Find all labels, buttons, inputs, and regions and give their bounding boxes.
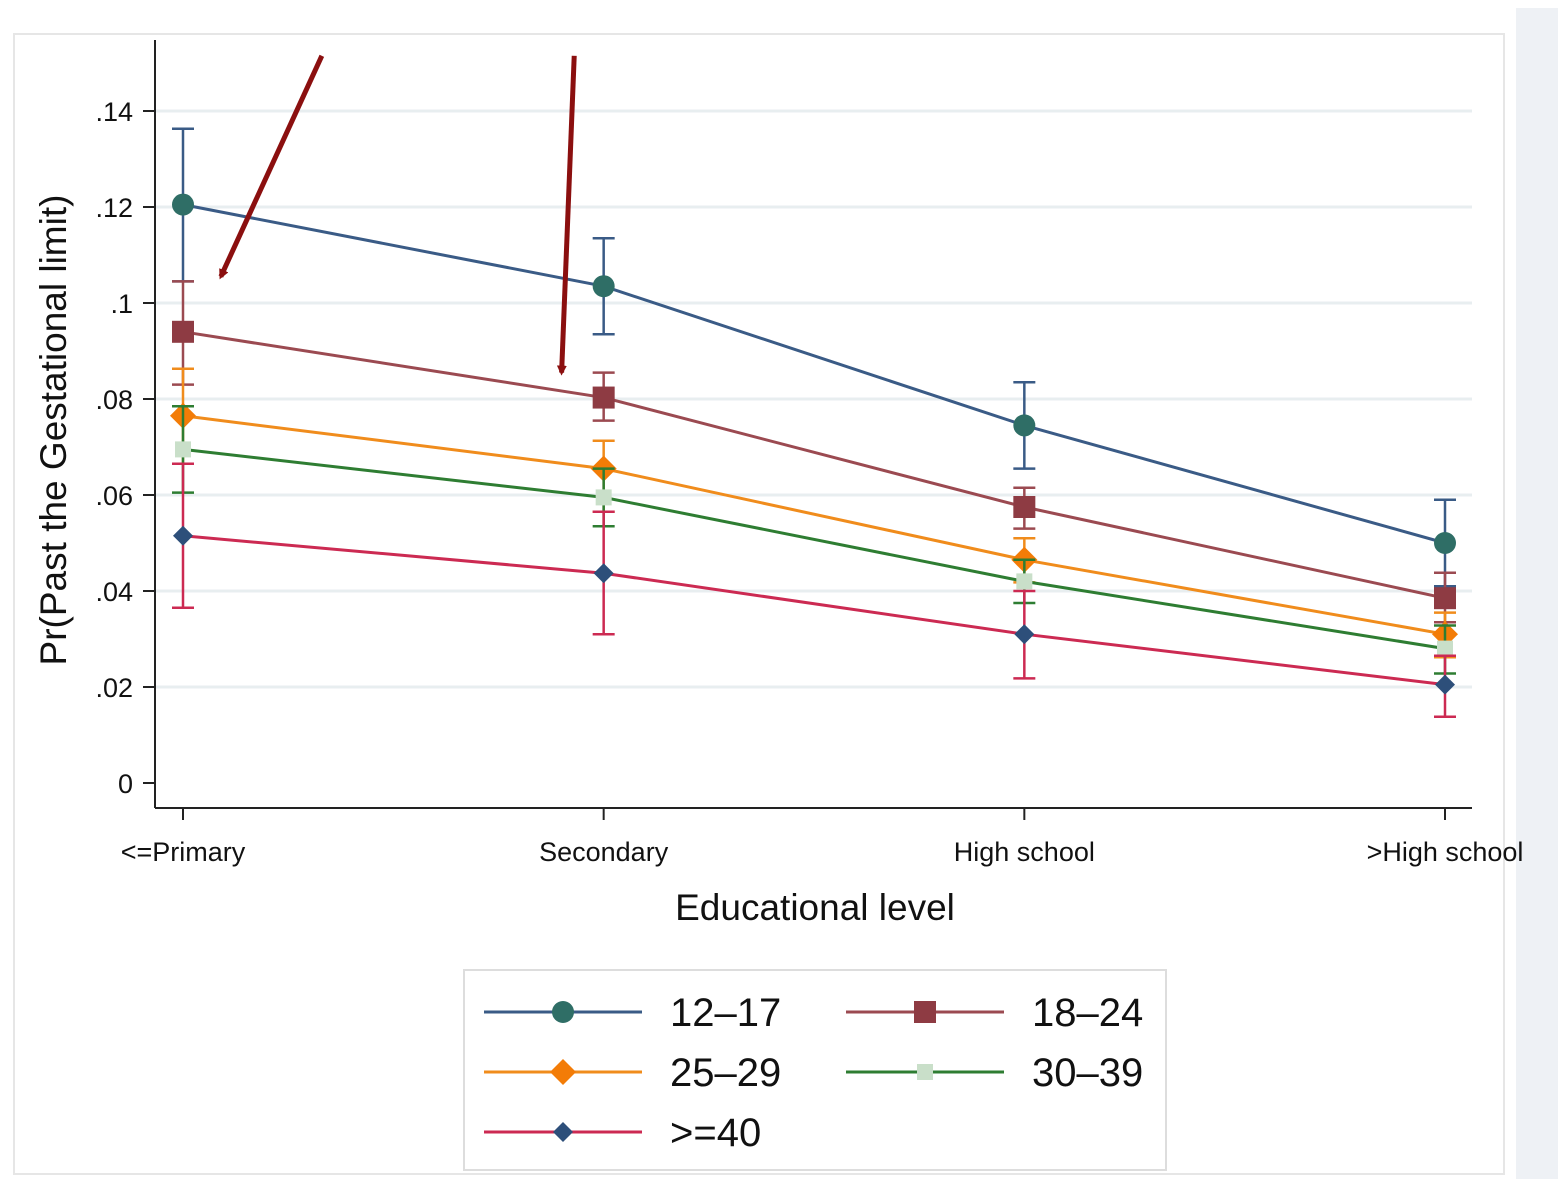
data-point <box>593 563 614 584</box>
data-point <box>592 386 615 409</box>
series-group <box>170 367 1458 659</box>
legend-label: 12–17 <box>670 991 781 1035</box>
page-frame <box>13 33 1505 1175</box>
data-series <box>170 127 1458 719</box>
right-side-panel <box>1516 8 1558 1179</box>
series-line <box>182 203 1446 545</box>
data-point <box>172 320 194 343</box>
x-tick-label: High school <box>954 837 1095 867</box>
y-tick-label: .08 <box>95 385 133 415</box>
x-tick-label: <=Primary <box>121 837 246 867</box>
series-line <box>182 534 1446 687</box>
x-axis-title: Educational level <box>675 887 955 928</box>
data-point <box>1435 674 1455 695</box>
y-tick-label: .02 <box>95 673 133 703</box>
legend-item: 25–29 <box>484 1051 781 1095</box>
annotations <box>218 54 577 376</box>
legend-label: 18–24 <box>1032 991 1143 1035</box>
legend: 12–17 18–24 25–29 30–39 >=40 <box>463 969 1167 1171</box>
series-group <box>172 127 1456 588</box>
x-tick-label: >High school <box>1367 837 1524 867</box>
data-point <box>1434 587 1456 610</box>
y-tick-label: .12 <box>95 193 133 223</box>
series-line <box>182 414 1446 636</box>
annotation-arrow <box>218 54 325 280</box>
legend-label: >=40 <box>670 1111 761 1155</box>
axes: 0 .02 .04 .06 .08 .1 .12 .14 <=Primary Secondary H… <box>95 40 1523 867</box>
legend-label: 30–39 <box>1032 1051 1143 1095</box>
legend-swatch-marker <box>550 1059 576 1085</box>
data-point <box>1434 532 1456 554</box>
series-line <box>182 447 1446 651</box>
data-point <box>1437 640 1453 657</box>
legend-swatch-marker <box>553 1122 573 1142</box>
data-point <box>592 275 615 298</box>
data-point <box>1013 496 1036 518</box>
y-tick-label: 0 <box>118 769 133 799</box>
legend-swatch-marker <box>917 1064 933 1080</box>
data-point <box>172 193 194 216</box>
series-group <box>172 280 1456 624</box>
legend-item: 18–24 <box>846 991 1143 1035</box>
legend-item: 12–17 <box>484 991 781 1035</box>
legend-label: 25–29 <box>670 1051 781 1095</box>
series-group <box>172 404 1456 675</box>
legend-swatch-marker <box>914 1001 936 1023</box>
data-point <box>1014 624 1035 645</box>
series-line <box>182 330 1446 600</box>
series-group <box>172 462 1456 719</box>
data-point <box>1016 573 1033 590</box>
legend-item: 30–39 <box>846 1051 1143 1095</box>
y-tick-label: .14 <box>95 97 133 127</box>
x-tick-label: Secondary <box>539 837 669 867</box>
data-point <box>595 489 612 506</box>
y-tick-label: .04 <box>95 577 133 607</box>
gridlines <box>155 109 1472 689</box>
data-point <box>175 441 191 458</box>
annotation-arrow <box>556 55 577 376</box>
legend-item: >=40 <box>484 1111 761 1155</box>
y-tick-label: .1 <box>110 289 133 319</box>
data-point <box>1013 414 1036 437</box>
data-point <box>173 525 193 546</box>
y-tick-label: .06 <box>95 481 133 511</box>
legend-box <box>463 969 1167 1171</box>
legend-swatch-marker <box>552 1001 574 1023</box>
y-axis-title: Pr(Past the Gestational limit) <box>33 195 74 666</box>
